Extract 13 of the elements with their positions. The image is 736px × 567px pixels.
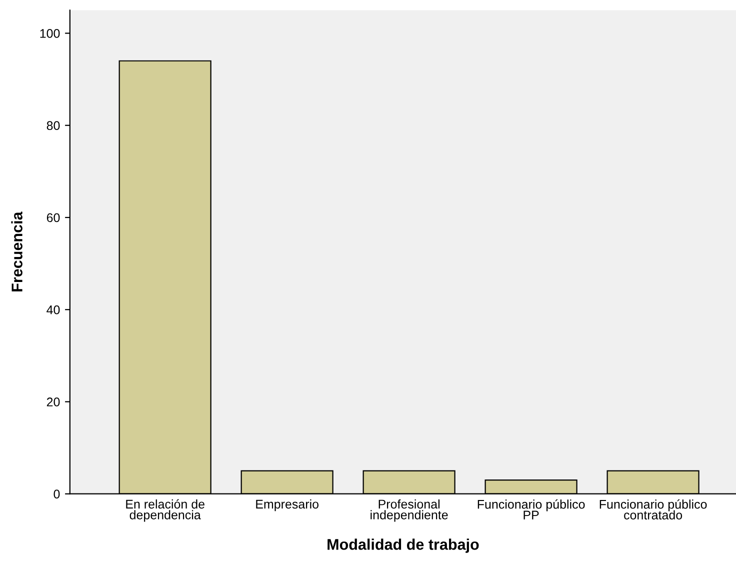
x-tick-label: En relación de dependencia bbox=[126, 499, 204, 522]
y-tick-label: 100 bbox=[40, 29, 60, 38]
y-tick-label: 0 bbox=[54, 490, 60, 499]
x-tick-label: Profesional independiente bbox=[370, 499, 448, 522]
y-tick-label: 60 bbox=[46, 213, 60, 222]
y-tick-label: 20 bbox=[46, 398, 60, 406]
x-tick-label: Funcionario público PP bbox=[478, 499, 585, 520]
y-tick-label: 40 bbox=[46, 305, 60, 314]
x-tick-label: Empresario bbox=[256, 499, 318, 512]
x-tick-label: Funcionario público contratado bbox=[600, 499, 707, 520]
y-axis-title: Frecuencia bbox=[11, 212, 22, 292]
x-axis-title: Modalidad de trabajo bbox=[328, 538, 479, 553]
y-tick-label: 80 bbox=[46, 121, 60, 130]
